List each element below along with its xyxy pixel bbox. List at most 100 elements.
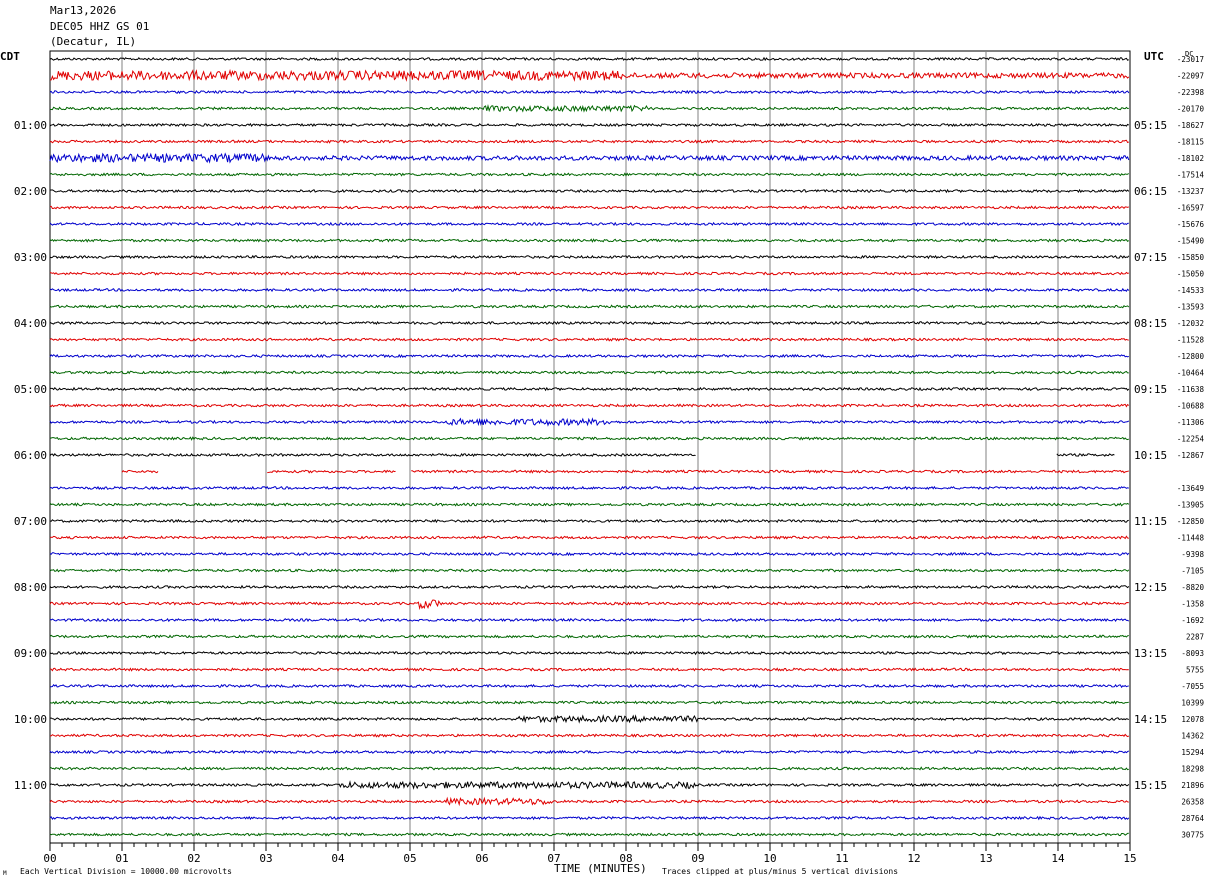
seismic-trace [49, 188, 1130, 194]
station-code: DEC05 HHZ GS 01 [50, 20, 150, 33]
seismic-trace [49, 700, 1129, 705]
left-timezone-label: CDT [0, 50, 20, 63]
left-time-label: 09:00 [14, 647, 47, 660]
left-time-label: 02:00 [14, 185, 47, 198]
trace-offset-label: -12850 [1177, 517, 1205, 526]
trace-offset-label: -8093 [1181, 649, 1204, 658]
seismic-trace [49, 617, 1130, 623]
trace-offset-label: -11448 [1177, 534, 1205, 543]
seismic-trace [49, 599, 1129, 611]
left-time-label: 11:00 [14, 779, 47, 792]
trace-offset-label: -13649 [1177, 484, 1204, 493]
seismic-trace [49, 518, 1129, 524]
right-time-label: 07:15 [1134, 251, 1167, 264]
right-time-label: 12:15 [1134, 581, 1167, 594]
seismic-trace [50, 733, 1130, 738]
right-time-label: 15:15 [1134, 779, 1167, 792]
trace-offset-label: -7105 [1181, 567, 1204, 576]
right-time-label: 05:15 [1134, 119, 1167, 132]
trace-offset-label: -10688 [1177, 402, 1205, 411]
trace-offset-label: 14362 [1181, 732, 1204, 741]
trace-offset-label: -12032 [1177, 319, 1204, 328]
trace-offset-label: 5755 [1186, 666, 1204, 675]
right-timezone-label: UTC [1144, 50, 1164, 63]
seismic-trace [49, 89, 1130, 95]
right-time-label: 11:15 [1134, 515, 1167, 528]
right-time-label: 08:15 [1134, 317, 1167, 330]
seismic-trace [49, 452, 1115, 458]
left-time-label: 10:00 [14, 713, 47, 726]
x-tick-label: 11 [835, 852, 848, 865]
corner-mark: M [3, 870, 7, 877]
seismic-trace [49, 221, 1129, 227]
seismic-trace [49, 271, 1129, 276]
trace-offset-label: -7055 [1181, 682, 1204, 691]
seismic-trace [49, 320, 1130, 326]
trace-offset-label: -11638 [1177, 385, 1205, 394]
x-axis-label: TIME (MINUTES) [554, 862, 647, 875]
seismic-trace [49, 353, 1129, 359]
trace-offset-label: -13593 [1177, 303, 1204, 312]
trace-offset-label: -10464 [1177, 369, 1205, 378]
clip-note: Traces clipped at plus/minus 5 vertical … [662, 867, 899, 876]
scale-note: Each Vertical Division = 10000.00 microv… [20, 867, 232, 876]
seismic-trace [50, 386, 1130, 392]
x-tick-label: 14 [1051, 852, 1065, 865]
seismic-trace [49, 68, 1130, 82]
plot-frame [49, 50, 1131, 844]
seismic-trace [49, 436, 1129, 441]
seismic-trace [49, 796, 1129, 807]
x-tick-label: 12 [907, 852, 920, 865]
seismic-trace [49, 714, 1130, 724]
trace-offset-label: -15490 [1177, 237, 1205, 246]
trace-offset-label: 21896 [1181, 781, 1204, 790]
seismic-trace [49, 238, 1130, 243]
trace-offset-label: -12867 [1177, 451, 1204, 460]
trace-offset-label: -22398 [1177, 88, 1205, 97]
station-location: (Decatur, IL) [50, 35, 137, 48]
trace-offset-label: -9398 [1181, 550, 1204, 559]
seismic-trace [49, 780, 1130, 790]
trace-offset-label: -23017 [1177, 55, 1204, 64]
seismic-trace [49, 749, 1130, 755]
trace-offset-label: -11306 [1177, 418, 1205, 427]
trace-offset-label: -15850 [1177, 253, 1205, 262]
trace-offset-label: 15294 [1181, 748, 1204, 757]
trace-offset-label: -18102 [1177, 154, 1204, 163]
trace-offset-label: 30775 [1181, 831, 1204, 840]
trace-offset-label: -8820 [1181, 583, 1204, 592]
trace-offset-label: -15676 [1177, 220, 1205, 229]
left-time-label: 03:00 [14, 251, 47, 264]
plot-date: Mar13,2026 [50, 4, 117, 17]
x-tick-label: 05 [403, 852, 416, 865]
left-time-label: 08:00 [14, 581, 47, 594]
right-time-label: 10:15 [1134, 449, 1167, 462]
left-time-label: 05:00 [14, 383, 47, 396]
seismic-trace [49, 832, 1129, 837]
seismic-trace [121, 469, 1129, 474]
seismic-trace [49, 417, 1130, 427]
right-time-label: 06:15 [1134, 185, 1167, 198]
x-tick-label: 04 [331, 852, 345, 865]
seismic-trace [49, 205, 1129, 210]
x-tick-label: 10 [763, 852, 776, 865]
trace-offset-label: -13237 [1177, 187, 1204, 196]
right-time-label: 14:15 [1134, 713, 1167, 726]
x-tick-label: 03 [259, 852, 272, 865]
x-tick-label: 15 [1123, 852, 1136, 865]
trace-offset-label: -14533 [1177, 286, 1204, 295]
right-time-label: 09:15 [1134, 383, 1167, 396]
seismic-trace [49, 287, 1130, 293]
seismic-trace [49, 815, 1130, 821]
trace-offset-label: -11528 [1177, 336, 1205, 345]
seismic-trace [49, 683, 1129, 689]
seismic-trace [49, 568, 1130, 573]
trace-offset-label: 2287 [1186, 633, 1204, 642]
seismic-trace [49, 152, 1130, 164]
seismic-trace [49, 502, 1130, 507]
seismic-trace [49, 254, 1130, 260]
x-tick-label: 09 [691, 852, 704, 865]
left-time-label: 07:00 [14, 515, 47, 528]
x-tick-label: 01 [115, 852, 128, 865]
trace-offset-label: 26358 [1181, 798, 1204, 807]
